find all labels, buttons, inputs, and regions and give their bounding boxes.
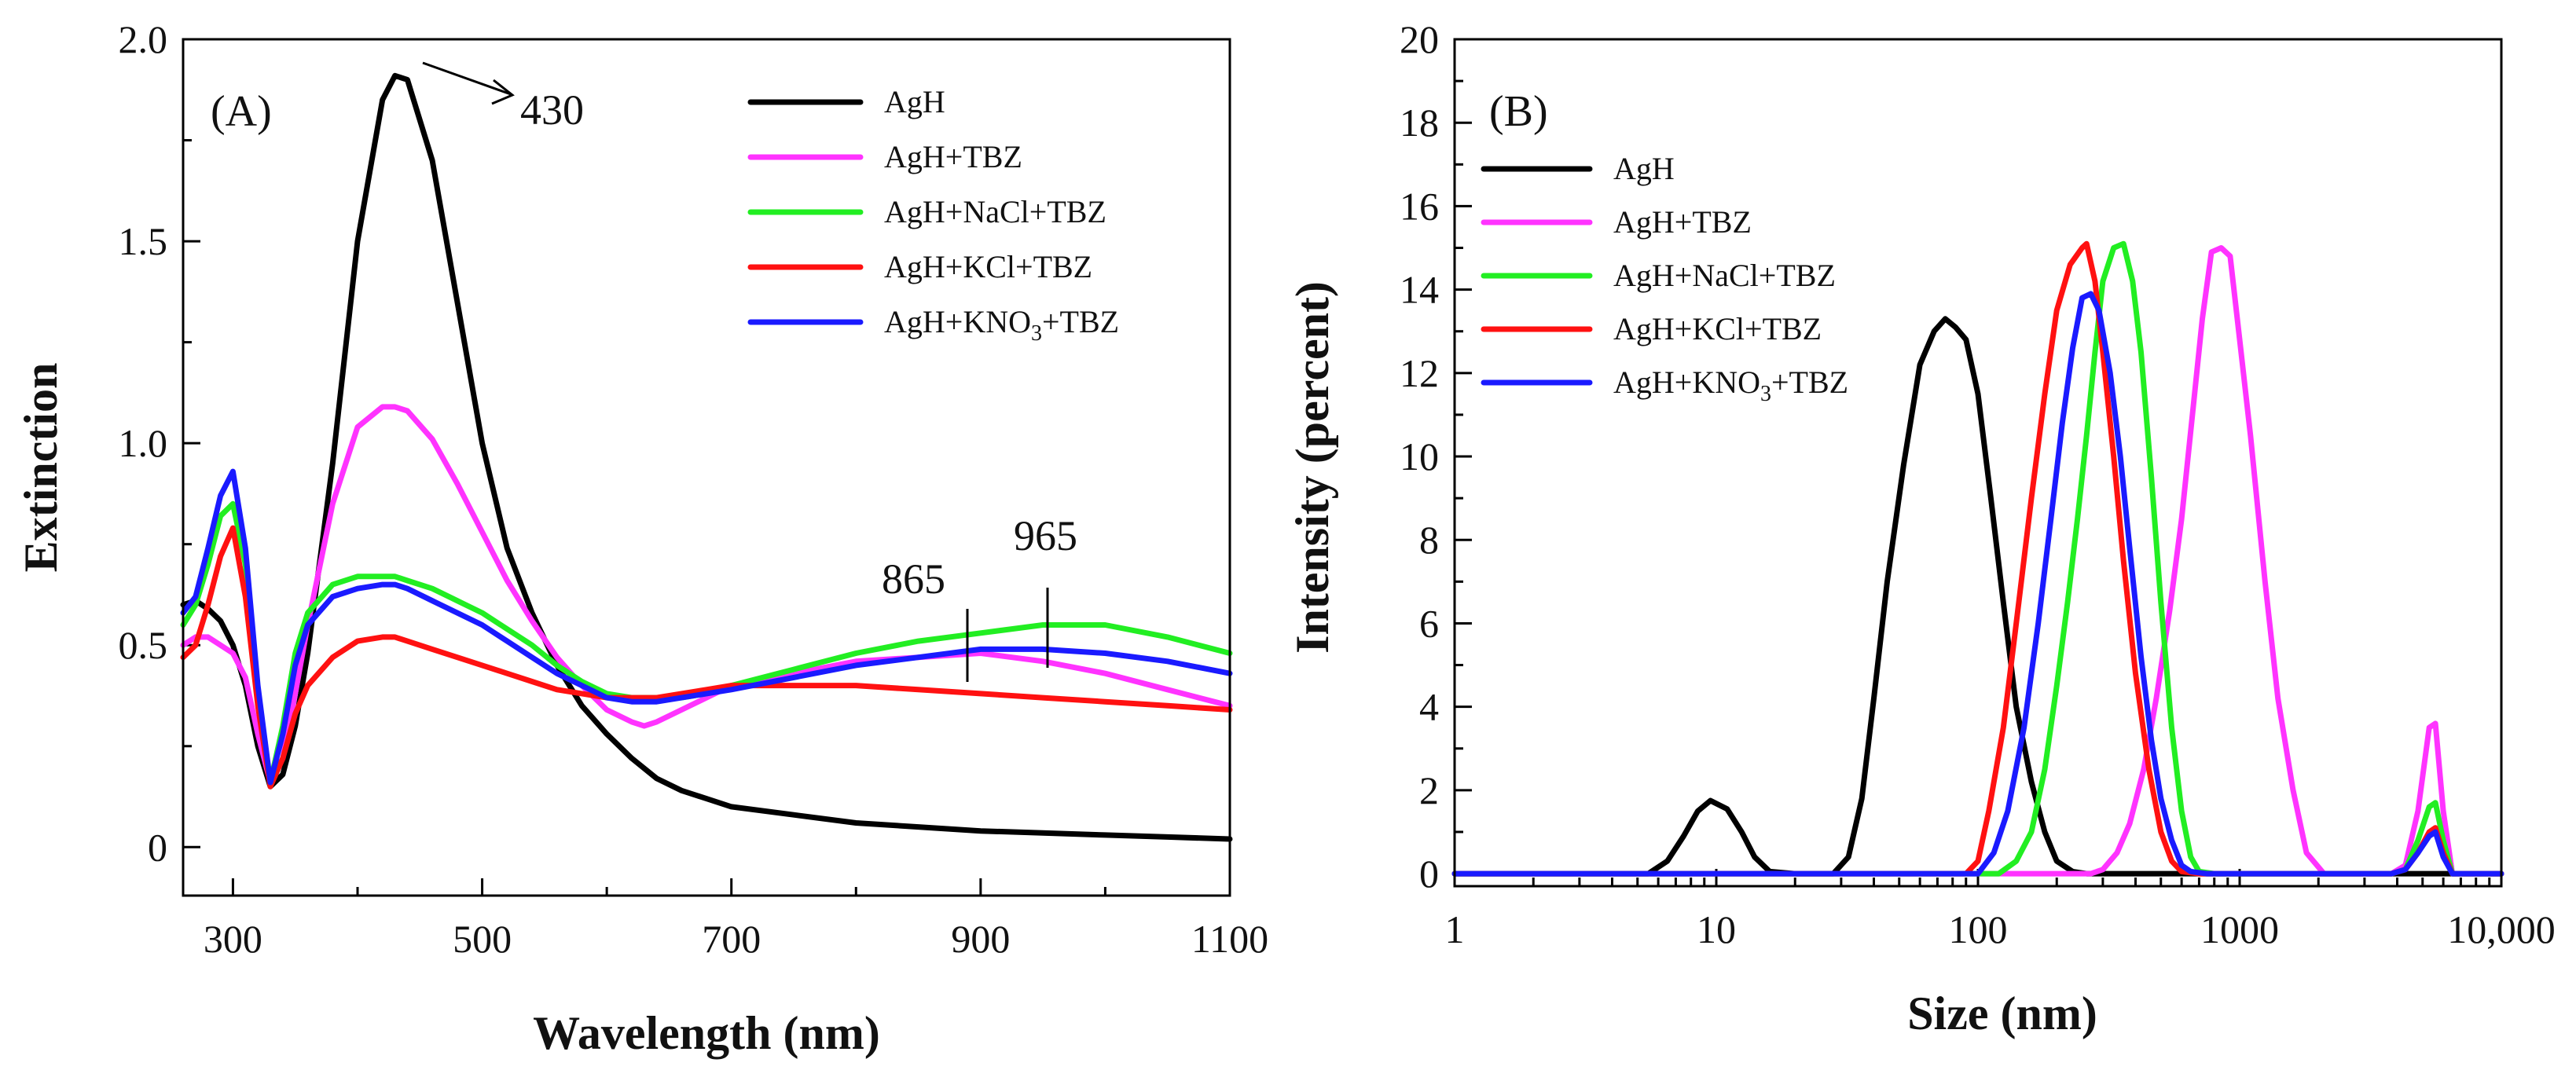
panel-b-y-tick-label: 16 — [1400, 184, 1439, 228]
panel-b-y-tick-label: 8 — [1419, 518, 1439, 562]
panel-a-x-tick-label: 300 — [204, 917, 262, 961]
panel-b: 1 10 100 1000 10,000 0 2 4 6 8 10 12 14 16 18 20 (B) Si… — [1286, 17, 2556, 1039]
panel-b-x-tick-label: 100 — [1949, 907, 2008, 951]
panel-b-legend-label-1: AgH — [1613, 151, 1675, 186]
panel-b-series — [1451, 240, 2504, 877]
panel-a-legend: AgH AgH+TBZ AgH+NaCl+TBZ AgH+KCl+TBZ AgH+KNO… — [747, 84, 1119, 346]
panel-b-series-line-5 — [1451, 291, 2504, 877]
panel-b-x-tick-label: 10,000 — [2447, 907, 2556, 951]
panel-a-legend-label-4: AgH+KCl+TBZ — [884, 249, 1092, 284]
panel-a-x-tick-label: 900 — [951, 917, 1010, 961]
panel-a-legend-label-3: AgH+NaCl+TBZ — [884, 194, 1106, 229]
panel-b-legend-label-4: AgH+KCl+TBZ — [1613, 311, 1822, 346]
annotation-865: 865 — [882, 555, 945, 603]
panel-a-y-tick-label: 0.5 — [119, 623, 168, 667]
panel-b-y-tick-label: 10 — [1400, 434, 1439, 478]
panel-a-label: (A) — [211, 87, 272, 136]
annotation-430: 430 — [520, 86, 584, 134]
panel-b-label: (B) — [1489, 87, 1548, 136]
panel-a-series — [180, 72, 1233, 842]
panel-a-series-line-2 — [180, 404, 1233, 786]
panel-a-y-axis-title: Extinction — [15, 363, 67, 573]
panel-b-x-axis-title: Size (nm) — [1907, 988, 2097, 1039]
panel-b-x-tick-label: 1000 — [2200, 907, 2279, 951]
panel-a-x-tick-label: 700 — [702, 917, 761, 961]
panel-b-y-tick-label: 12 — [1400, 351, 1439, 395]
annotation-430-arrow-line — [422, 61, 512, 96]
panel-a-y-tick-label: 1.0 — [119, 421, 168, 465]
panel-a-ticks: 300 500 700 900 1100 0 0.5 1.0 1.5 2.0 — [119, 17, 1269, 961]
panel-a-legend-label-2: AgH+TBZ — [884, 139, 1022, 174]
panel-b-y-axis-title: Intensity (percent) — [1286, 281, 1338, 654]
panel-b-y-tick-label: 0 — [1419, 852, 1439, 896]
panel-b-legend-label-3: AgH+NaCl+TBZ — [1613, 258, 1836, 293]
panel-a-y-tick-label: 0 — [148, 825, 167, 869]
panel-b-y-tick-label: 20 — [1400, 17, 1439, 61]
panel-b-legend-label-5: AgH+KNO3+TBZ — [1613, 365, 1848, 406]
panel-a-x-tick-label: 500 — [453, 917, 512, 961]
panel-b-y-tick-label: 14 — [1400, 268, 1439, 312]
panel-b-x-tick-label: 10 — [1697, 907, 1736, 951]
panel-b-frame — [1453, 38, 2503, 888]
panel-b-legend: AgH AgH+TBZ AgH+NaCl+TBZ AgH+KCl+TBZ AgH+KNO… — [1481, 151, 1848, 406]
panel-a-legend-label-5: AgH+KNO3+TBZ — [884, 304, 1119, 346]
panel-b-y-tick-label: 2 — [1419, 768, 1439, 812]
panel-b-series-line-2 — [1451, 245, 2504, 877]
panel-b-y-tick-label: 6 — [1419, 601, 1439, 645]
annotation-430-arrowhead — [491, 79, 515, 105]
panel-a-x-tick-label: 1100 — [1191, 917, 1268, 961]
panel-a-series-line-1 — [180, 72, 1233, 842]
panel-a-y-tick-label: 2.0 — [119, 17, 168, 61]
panel-b-series-line-1 — [1451, 316, 2504, 877]
panel-a-y-tick-label: 1.5 — [119, 219, 168, 263]
panel-b-ticks: 1 10 100 1000 10,000 0 2 4 6 8 10 12 14 16 18 20 — [1400, 17, 2556, 951]
panel-b-y-tick-label: 18 — [1400, 101, 1439, 145]
panel-b-series-line-3 — [1451, 240, 2504, 877]
panel-a-legend-label-1: AgH — [884, 84, 945, 119]
panel-b-y-tick-label: 4 — [1419, 685, 1439, 729]
panel-b-series-line-4 — [1451, 240, 2504, 877]
panel-b-x-tick-label: 1 — [1445, 907, 1465, 951]
panel-a-frame — [182, 38, 1231, 897]
panel-a-x-axis-title: Wavelength (nm) — [533, 1007, 880, 1059]
panel-a: 300 500 700 900 1100 0 0.5 1.0 1.5 2.0 (A) Wavele… — [15, 17, 1268, 1059]
panel-a-series-line-5 — [180, 468, 1233, 786]
annotation-965: 965 — [1014, 512, 1077, 559]
panel-b-legend-label-2: AgH+TBZ — [1613, 204, 1752, 240]
panel-a-series-line-4 — [180, 525, 1233, 790]
